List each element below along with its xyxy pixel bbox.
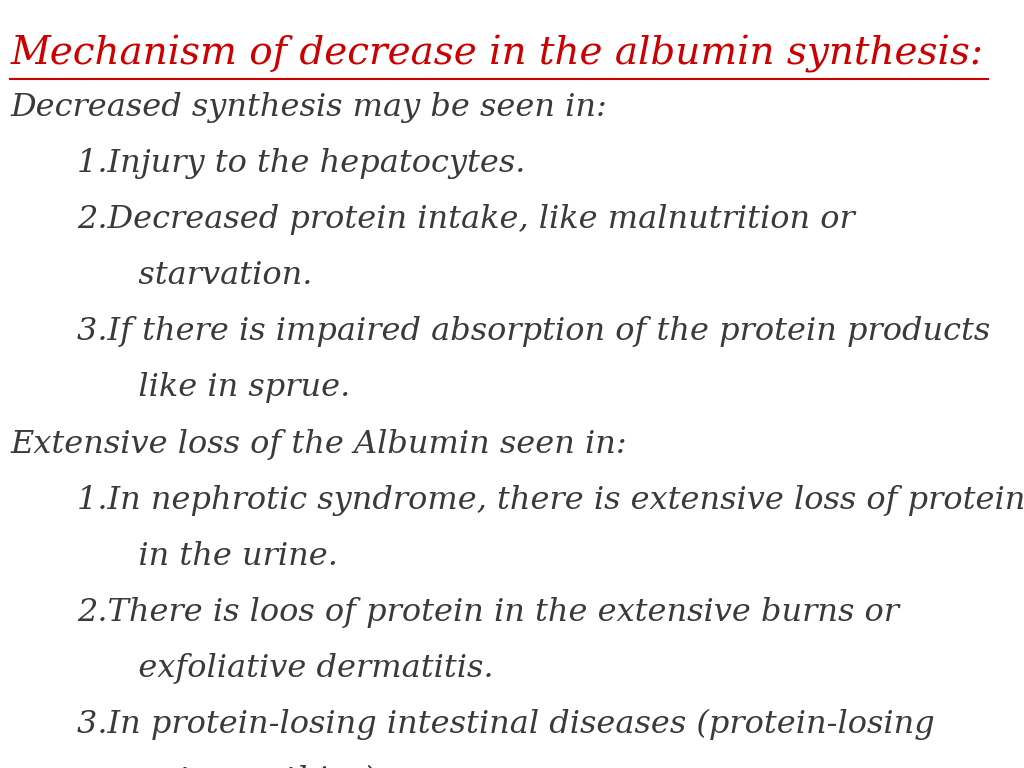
Text: Decreased synthesis may be seen in:: Decreased synthesis may be seen in: [10, 92, 607, 123]
Text: 3.If there is impaired absorption of the protein products: 3.If there is impaired absorption of the… [77, 316, 990, 347]
Text: like in sprue.: like in sprue. [108, 372, 350, 403]
Text: enteropathies).: enteropathies). [108, 765, 385, 768]
Text: starvation.: starvation. [108, 260, 312, 291]
Text: in the urine.: in the urine. [108, 541, 337, 571]
Text: 2.There is loos of protein in the extensive burns or: 2.There is loos of protein in the extens… [77, 597, 899, 627]
Text: 1.Injury to the hepatocytes.: 1.Injury to the hepatocytes. [77, 148, 525, 179]
Text: Extensive loss of the Albumin seen in:: Extensive loss of the Albumin seen in: [10, 429, 627, 459]
Text: 1.In nephrotic syndrome, there is extensive loss of protein: 1.In nephrotic syndrome, there is extens… [77, 485, 1024, 515]
Text: 3.In protein-losing intestinal diseases (protein-losing: 3.In protein-losing intestinal diseases … [77, 709, 935, 740]
Text: 2.Decreased protein intake, like malnutrition or: 2.Decreased protein intake, like malnutr… [77, 204, 855, 235]
Text: Mechanism of decrease in the albumin synthesis:: Mechanism of decrease in the albumin syn… [10, 35, 983, 72]
Text: exfoliative dermatitis.: exfoliative dermatitis. [108, 653, 493, 684]
